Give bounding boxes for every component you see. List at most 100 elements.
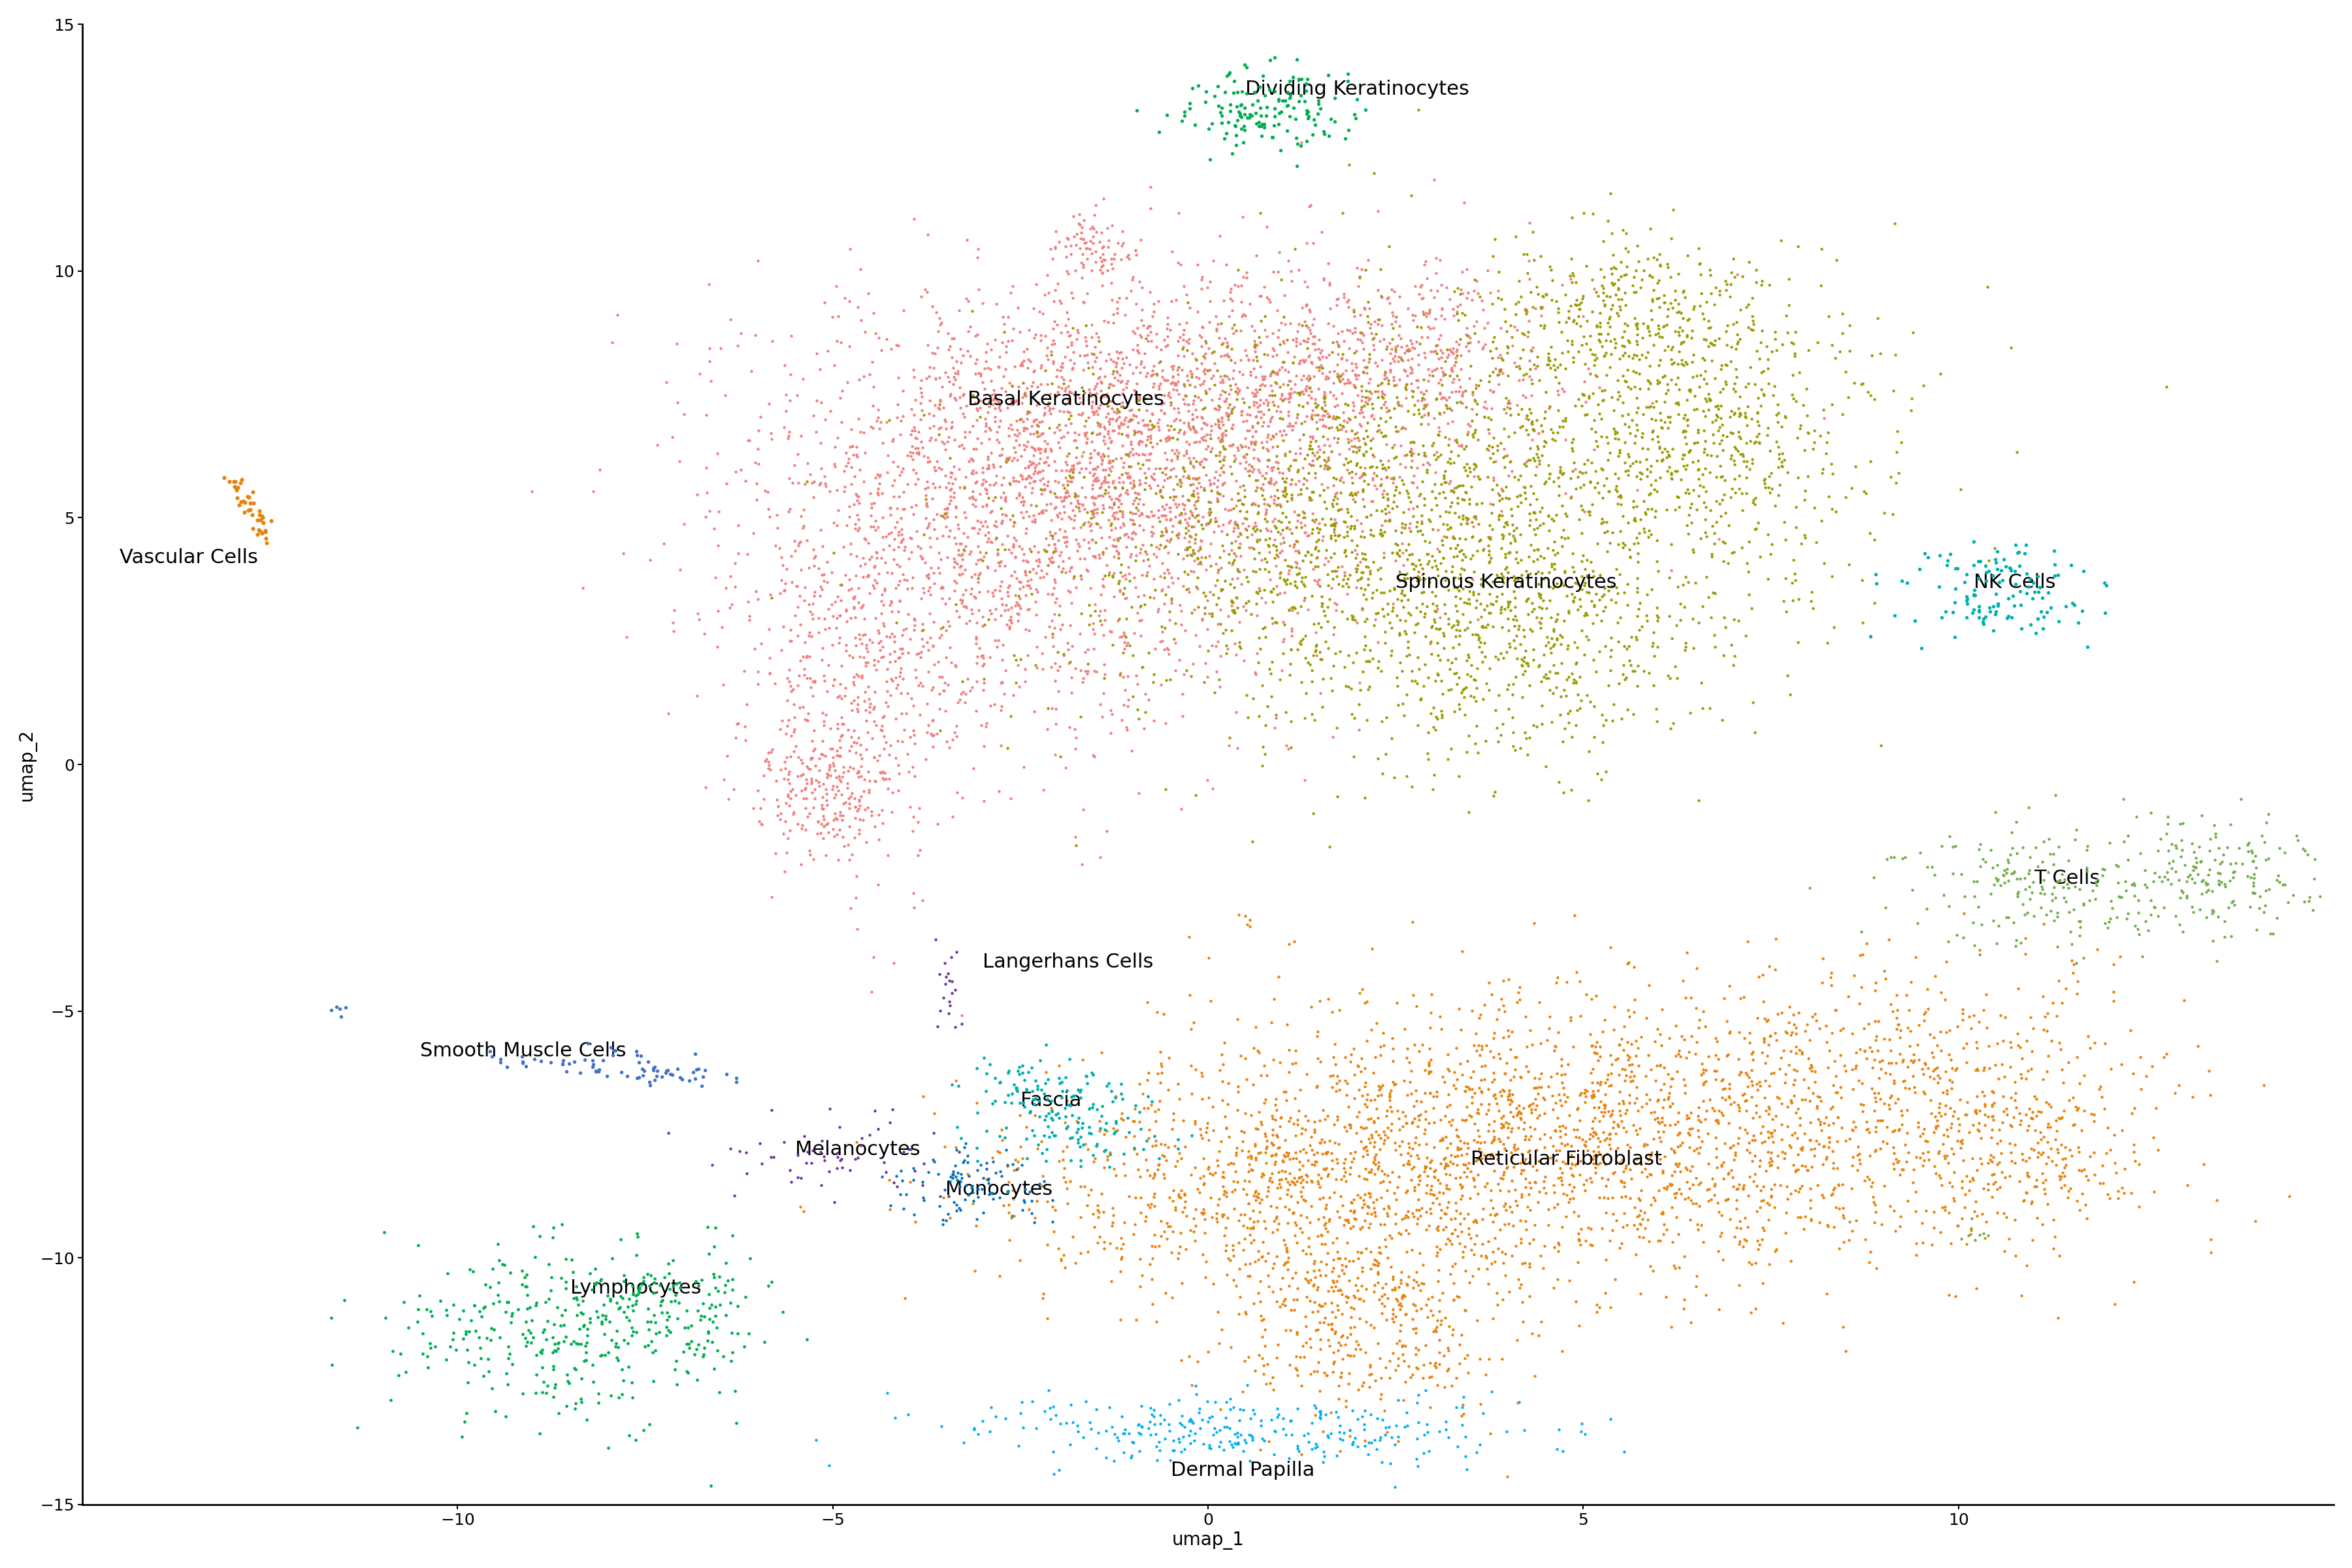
Point [1686, 348, 1724, 373]
Point [1717, 1189, 1755, 1214]
Point [1778, 1101, 1816, 1126]
Point [1839, 1134, 1877, 1159]
Point [1218, 1098, 1256, 1123]
Point [1769, 1113, 1806, 1138]
Point [1263, 1149, 1301, 1174]
Point [1663, 1134, 1700, 1159]
Point [2239, 917, 2277, 942]
Point [1348, 633, 1385, 659]
Point [1341, 717, 1378, 742]
Point [1378, 474, 1416, 499]
Point [1987, 905, 2025, 930]
Point [1604, 1057, 1642, 1082]
Point [1421, 1328, 1458, 1353]
Point [1446, 702, 1484, 728]
Point [1776, 547, 1813, 572]
Point [1820, 1236, 1858, 1261]
Point [1336, 1297, 1374, 1322]
Point [884, 480, 922, 505]
Point [981, 778, 1018, 803]
Point [1632, 1140, 1670, 1165]
Point [1785, 1217, 1823, 1242]
Point [1816, 1174, 1853, 1200]
Point [1792, 1206, 1830, 1231]
Point [1508, 638, 1545, 663]
Point [802, 390, 840, 416]
Point [1428, 1094, 1465, 1120]
Point [1505, 644, 1543, 670]
Point [1265, 1251, 1303, 1276]
Point [1312, 1290, 1350, 1316]
Point [1327, 127, 1364, 152]
Point [915, 516, 953, 541]
Point [953, 1173, 990, 1198]
Point [1446, 527, 1484, 552]
Point [1454, 397, 1491, 422]
Point [1345, 494, 1383, 519]
Point [1367, 1355, 1404, 1380]
Point [1625, 259, 1663, 284]
Point [903, 640, 941, 665]
Point [1766, 566, 1804, 591]
Point [1289, 1204, 1327, 1229]
Point [1305, 414, 1343, 439]
Point [1399, 475, 1437, 500]
Point [1585, 1152, 1623, 1178]
Point [1519, 560, 1557, 585]
Point [1658, 390, 1696, 416]
Point [1301, 1406, 1338, 1432]
Point [1160, 1240, 1197, 1265]
Point [1421, 1258, 1458, 1283]
Point [969, 356, 1007, 381]
Point [1858, 306, 1896, 331]
Point [1148, 506, 1185, 532]
Point [1291, 405, 1329, 430]
Point [1686, 389, 1724, 414]
Point [1359, 419, 1397, 444]
Point [1251, 290, 1289, 315]
Point [1856, 978, 1893, 1004]
Point [1661, 292, 1698, 317]
Point [499, 1297, 536, 1322]
Point [1406, 444, 1444, 469]
Point [1475, 379, 1512, 405]
Point [983, 586, 1021, 612]
Point [1016, 326, 1054, 351]
Point [896, 425, 934, 450]
Point [950, 448, 988, 474]
Point [1454, 1058, 1491, 1083]
Point [802, 1129, 840, 1154]
Point [1150, 607, 1188, 632]
Point [1430, 577, 1468, 602]
Point [1296, 428, 1334, 453]
Point [1590, 306, 1628, 331]
Point [934, 414, 971, 439]
Point [1557, 960, 1595, 985]
Point [835, 665, 873, 690]
Point [1402, 287, 1439, 312]
Point [1508, 406, 1545, 431]
Point [922, 547, 960, 572]
Point [1357, 455, 1395, 480]
Point [1451, 455, 1489, 480]
Point [1606, 450, 1644, 475]
Point [1675, 1116, 1712, 1142]
Point [1378, 1187, 1416, 1212]
Point [1498, 550, 1536, 575]
Point [1089, 1071, 1127, 1096]
Point [1345, 637, 1383, 662]
Point [1007, 383, 1044, 408]
Point [1103, 481, 1141, 506]
Point [1430, 1162, 1468, 1187]
Point [1028, 372, 1065, 397]
Point [1221, 103, 1258, 129]
Point [1409, 541, 1446, 566]
Point [642, 1289, 680, 1314]
Point [1195, 1094, 1232, 1120]
Point [1446, 1142, 1484, 1167]
Point [574, 1278, 612, 1303]
Point [1423, 367, 1461, 392]
Point [1263, 381, 1301, 406]
Point [2006, 1148, 2044, 1173]
Point [560, 1292, 597, 1317]
